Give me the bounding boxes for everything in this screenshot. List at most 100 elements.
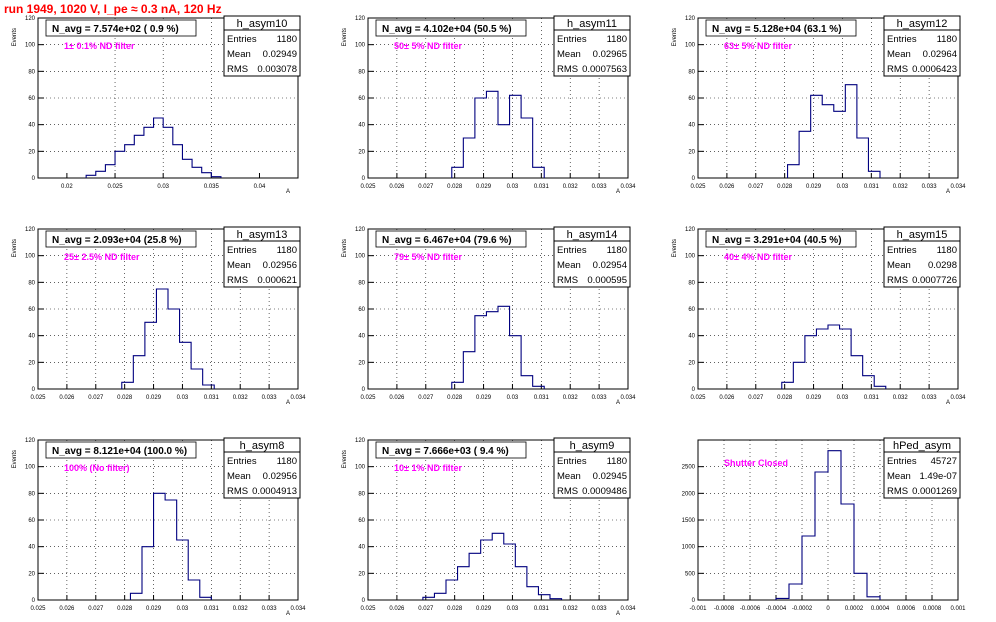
y-axis-title: Events [342, 450, 348, 468]
stats-box [883, 226, 961, 288]
histogram-series [451, 305, 545, 389]
x-tick-label: -0.001 [689, 606, 707, 612]
x-tick-label: 0.031 [534, 395, 550, 401]
y-tick-label: 60 [28, 307, 35, 313]
y-tick-label: 120 [355, 16, 366, 22]
x-tick-label: 0.034 [950, 184, 966, 190]
stats-value: 1180 [937, 245, 957, 256]
y-tick-label: 100 [685, 254, 696, 260]
x-axis-title: A [616, 189, 620, 195]
x-tick-label: 0.026 [59, 395, 75, 401]
x-tick-label: 0.028 [777, 184, 793, 190]
y-axis-title: Events [672, 239, 678, 257]
x-axis-title: A [286, 189, 290, 195]
stats-label: Entries [557, 456, 587, 467]
stats-label: RMS [557, 486, 578, 497]
y-tick-label: 60 [358, 307, 365, 313]
stats-box [883, 437, 961, 499]
stats-box-title: h_asym11 [567, 18, 617, 30]
stats-box-title: h_asym15 [897, 229, 948, 241]
x-tick-label: -0.0004 [766, 606, 787, 612]
y-tick-label: 0 [362, 387, 366, 393]
y-tick-label: 80 [28, 69, 35, 75]
stats-value: 0.0006423 [912, 64, 957, 75]
x-tick-label: 0.04 [254, 184, 266, 190]
y-tick-label: 1500 [682, 518, 696, 524]
stats-box-title: h_asym9 [570, 440, 615, 452]
y-tick-label: 60 [688, 96, 695, 102]
y-tick-label: 60 [358, 518, 365, 524]
x-tick-label: 0.033 [592, 606, 608, 612]
y-tick-label: 0 [32, 598, 36, 604]
x-tick-label: -0.0002 [792, 606, 813, 612]
y-tick-label: 0 [32, 176, 36, 182]
y-tick-label: 80 [28, 491, 35, 497]
stats-label: RMS [887, 64, 908, 75]
y-tick-label: 60 [688, 307, 695, 313]
stats-label: Mean [227, 49, 251, 60]
x-axis-title: A [286, 400, 290, 406]
stats-label: Entries [887, 245, 917, 256]
header-text: N_avg = 5.128e+04 (63.1 %) [712, 24, 842, 35]
x-tick-label: 0.02 [61, 184, 73, 190]
y-tick-label: 20 [688, 360, 695, 366]
x-tick-label: 0.03 [177, 606, 189, 612]
x-tick-label: 0.028 [777, 395, 793, 401]
stats-label: RMS [887, 275, 908, 286]
x-tick-label: 0.001 [950, 606, 966, 612]
y-tick-label: 2000 [682, 491, 696, 497]
header-box [45, 441, 197, 459]
histogram-series [451, 90, 545, 178]
stats-label: Mean [227, 471, 251, 482]
y-tick-label: 100 [685, 43, 696, 49]
header-box [705, 19, 857, 37]
x-tick-label: 0.031 [204, 395, 220, 401]
y-tick-label: 20 [358, 571, 365, 577]
y-tick-label: 120 [25, 16, 36, 22]
x-tick-label: 0.034 [950, 395, 966, 401]
y-tick-label: 40 [688, 334, 695, 340]
x-tick-label: 0.03 [837, 184, 849, 190]
y-axis-title: Events [672, 28, 678, 46]
x-axis-title: A [616, 611, 620, 617]
y-tick-label: 0 [362, 176, 366, 182]
stats-label: Entries [227, 34, 257, 45]
stats-box-title: h_asym8 [240, 440, 285, 452]
x-tick-label: 0.0002 [845, 606, 864, 612]
x-tick-label: 0.027 [418, 184, 434, 190]
x-tick-label: 0.03 [507, 184, 519, 190]
x-tick-label: 0.029 [806, 395, 822, 401]
y-tick-label: 40 [28, 123, 35, 129]
header-text: N_avg = 7.666e+03 ( 9.4 %) [382, 446, 509, 457]
header-text: N_avg = 4.102e+04 (50.5 %) [382, 24, 512, 35]
y-tick-label: 100 [355, 465, 366, 471]
x-tick-label: 0.026 [59, 606, 75, 612]
y-tick-label: 1000 [682, 545, 696, 551]
histogram-panel-h_asym14: 0.025 0.026 0.027 0.028 0.029 0.03 0.031 0.032 0… [342, 226, 636, 406]
y-tick-label: 20 [688, 149, 695, 155]
stats-label: Entries [227, 245, 257, 256]
histogram-panel-h_asym11: 0.025 0.026 0.027 0.028 0.029 0.03 0.031 0.032 0… [342, 15, 636, 195]
x-axis-title: A [616, 400, 620, 406]
stats-value: 0.000595 [587, 275, 627, 286]
x-tick-label: 0.026 [389, 606, 405, 612]
stats-box [223, 15, 301, 77]
x-tick-label: 0.033 [592, 395, 608, 401]
stats-value: 0.02964 [923, 49, 957, 60]
y-tick-label: 120 [685, 16, 696, 22]
filter-annotation: Shutter Closed [724, 458, 788, 468]
x-tick-label: 0.031 [204, 606, 220, 612]
x-tick-label: 0.032 [893, 395, 909, 401]
x-tick-label: 0.029 [476, 395, 492, 401]
x-tick-label: 0.032 [563, 395, 579, 401]
stats-label: Entries [227, 456, 257, 467]
x-tick-label: 0.031 [864, 184, 880, 190]
x-tick-label: 0.028 [117, 395, 133, 401]
y-tick-label: 120 [685, 227, 696, 233]
x-tick-label: 0.032 [563, 606, 579, 612]
x-tick-label: 0.03 [507, 606, 519, 612]
histogram-panel-h_asym13: 0.025 0.026 0.027 0.028 0.029 0.03 0.031 0.032 0… [12, 226, 306, 406]
y-tick-label: 80 [688, 280, 695, 286]
stats-box [223, 437, 301, 499]
y-tick-label: 500 [685, 571, 696, 577]
